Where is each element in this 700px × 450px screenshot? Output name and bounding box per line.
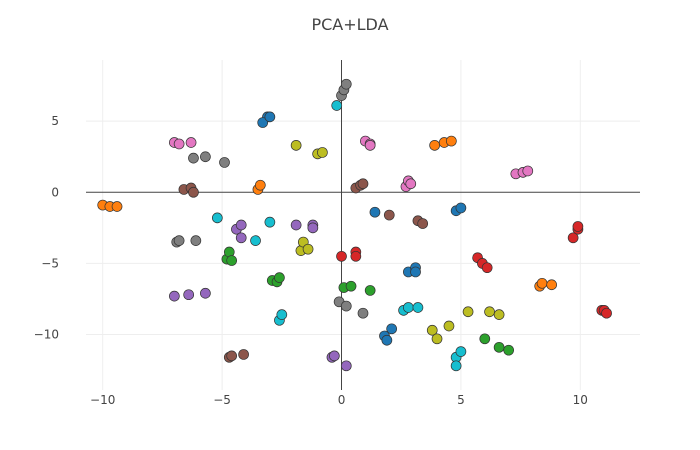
data-point[interactable] [340, 360, 352, 372]
data-point[interactable] [386, 323, 398, 335]
x-tick-label: 5 [457, 393, 465, 407]
data-point[interactable] [412, 302, 424, 313]
data-point[interactable] [111, 201, 123, 212]
data-point[interactable] [429, 139, 440, 151]
data-point[interactable] [455, 346, 467, 357]
data-point[interactable] [357, 307, 369, 319]
data-point[interactable] [503, 344, 515, 356]
data-point[interactable] [185, 137, 197, 148]
data-point[interactable] [173, 235, 185, 246]
data-point[interactable] [484, 306, 495, 318]
data-point[interactable] [567, 232, 579, 244]
data-point[interactable] [405, 178, 417, 190]
grid-layer [86, 60, 640, 390]
data-point[interactable] [331, 100, 343, 111]
data-point[interactable] [350, 250, 362, 262]
data-point[interactable] [200, 151, 211, 163]
data-point[interactable] [357, 178, 369, 190]
data-point[interactable] [479, 333, 491, 345]
data-point[interactable] [364, 139, 376, 151]
data-point[interactable] [410, 266, 421, 278]
data-point[interactable] [493, 341, 505, 353]
data-point[interactable] [328, 350, 340, 362]
data-point[interactable] [364, 285, 376, 296]
data-point[interactable] [235, 232, 247, 244]
data-point[interactable] [307, 222, 319, 234]
y-tick-label: 0 [51, 185, 59, 199]
data-point[interactable] [276, 309, 288, 320]
data-point[interactable] [188, 186, 199, 198]
data-point[interactable] [417, 218, 429, 229]
data-point[interactable] [455, 202, 467, 214]
data-point[interactable] [188, 152, 199, 164]
data-point[interactable] [302, 243, 314, 255]
data-point[interactable] [481, 262, 493, 274]
x-tick-label: −10 [90, 393, 115, 407]
data-point[interactable] [450, 360, 462, 372]
data-point[interactable] [336, 250, 347, 262]
data-point[interactable] [264, 111, 276, 123]
point-layer [97, 78, 612, 372]
data-point[interactable] [403, 302, 414, 313]
data-point[interactable] [183, 289, 195, 301]
data-point[interactable] [254, 179, 266, 191]
data-point[interactable] [431, 333, 443, 345]
data-point[interactable] [257, 117, 269, 128]
x-tick-label: 10 [573, 393, 588, 407]
data-point[interactable] [226, 350, 238, 362]
data-point[interactable] [443, 320, 455, 332]
data-point[interactable] [250, 235, 261, 246]
x-tick-label: −5 [213, 393, 231, 407]
y-tick-label: 5 [51, 114, 59, 128]
x-tick-label: 0 [338, 393, 346, 407]
data-point[interactable] [340, 300, 352, 312]
data-point[interactable] [345, 280, 357, 292]
data-point[interactable] [211, 212, 223, 224]
data-point[interactable] [264, 216, 276, 228]
data-point[interactable] [226, 255, 238, 266]
data-point[interactable] [200, 287, 211, 299]
data-point[interactable] [572, 221, 584, 232]
data-point[interactable] [522, 165, 534, 177]
data-point[interactable] [235, 219, 247, 231]
y-tick-label: −5 [41, 256, 59, 270]
data-point[interactable] [601, 307, 612, 319]
data-point[interactable] [536, 277, 548, 289]
tick-label-layer: −10 −5 0 5 10 −10 −5 0 5 [34, 114, 588, 407]
data-point[interactable] [169, 290, 180, 302]
data-point[interactable] [446, 135, 457, 147]
data-point[interactable] [290, 219, 302, 231]
axis-layer [86, 60, 640, 390]
data-point[interactable] [238, 349, 249, 360]
data-point[interactable] [383, 209, 395, 221]
y-tick-label: −10 [34, 328, 59, 342]
data-point[interactable] [290, 139, 302, 151]
data-point[interactable] [369, 206, 381, 218]
data-point[interactable] [190, 235, 202, 246]
data-point[interactable] [381, 334, 393, 346]
data-point[interactable] [274, 272, 285, 283]
chart-title: PCA+LDA [311, 15, 388, 34]
data-point[interactable] [426, 324, 438, 336]
data-point[interactable] [462, 306, 474, 318]
data-point[interactable] [317, 147, 328, 158]
data-point[interactable] [219, 157, 230, 168]
data-point[interactable] [173, 138, 185, 150]
data-point[interactable] [340, 78, 352, 90]
data-point[interactable] [493, 309, 505, 320]
data-point[interactable] [546, 279, 557, 291]
